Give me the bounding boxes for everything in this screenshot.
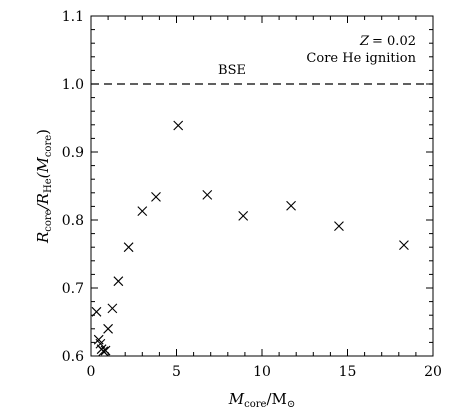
tick-labels: 0 5 10 15 20 0.6 0.7 0.8 0.9 1.0 1.1 (62, 9, 442, 380)
y-tick-label: 1.1 (62, 9, 84, 25)
y-tick-label: 0.8 (62, 213, 84, 229)
data-point-marker (123, 242, 134, 253)
y-tick-label: 0.9 (62, 145, 84, 161)
x-axis-label: Mcore/M⊙ (228, 390, 296, 410)
data-point-marker (103, 323, 113, 334)
data-points (91, 120, 409, 357)
data-point-marker (334, 221, 344, 232)
data-point-marker (151, 191, 161, 202)
data-point-marker (238, 211, 249, 221)
x-tick-label: 0 (87, 364, 96, 380)
data-point-marker (100, 345, 111, 356)
x-tick-label: 5 (172, 364, 181, 380)
x-tick-label: 15 (339, 364, 357, 380)
data-point-marker (113, 276, 124, 287)
y-axis-label: Rcore/RHe(Mcore) (34, 129, 54, 244)
y-tick-label: 0.7 (62, 281, 84, 297)
axis-ticks (90, 15, 434, 357)
plot-frame (90, 15, 434, 357)
data-point-marker (98, 346, 109, 357)
data-point-marker (173, 120, 184, 131)
x-tick-label: 10 (253, 364, 271, 380)
data-point-marker (202, 189, 213, 200)
x-tick-label: 20 (424, 364, 442, 380)
metallicity-annotation: Z = 0.02 (359, 34, 416, 49)
data-point-marker (107, 303, 118, 314)
y-tick-label: 0.6 (62, 349, 84, 365)
core-he-ignition-annotation: Core He ignition (306, 51, 416, 66)
data-point-marker (399, 240, 409, 251)
y-tick-label: 1.0 (62, 77, 84, 93)
reference-line-label: BSE (218, 63, 246, 78)
data-point-marker (137, 206, 148, 217)
data-point-marker (286, 200, 296, 211)
data-point-marker (91, 306, 102, 317)
